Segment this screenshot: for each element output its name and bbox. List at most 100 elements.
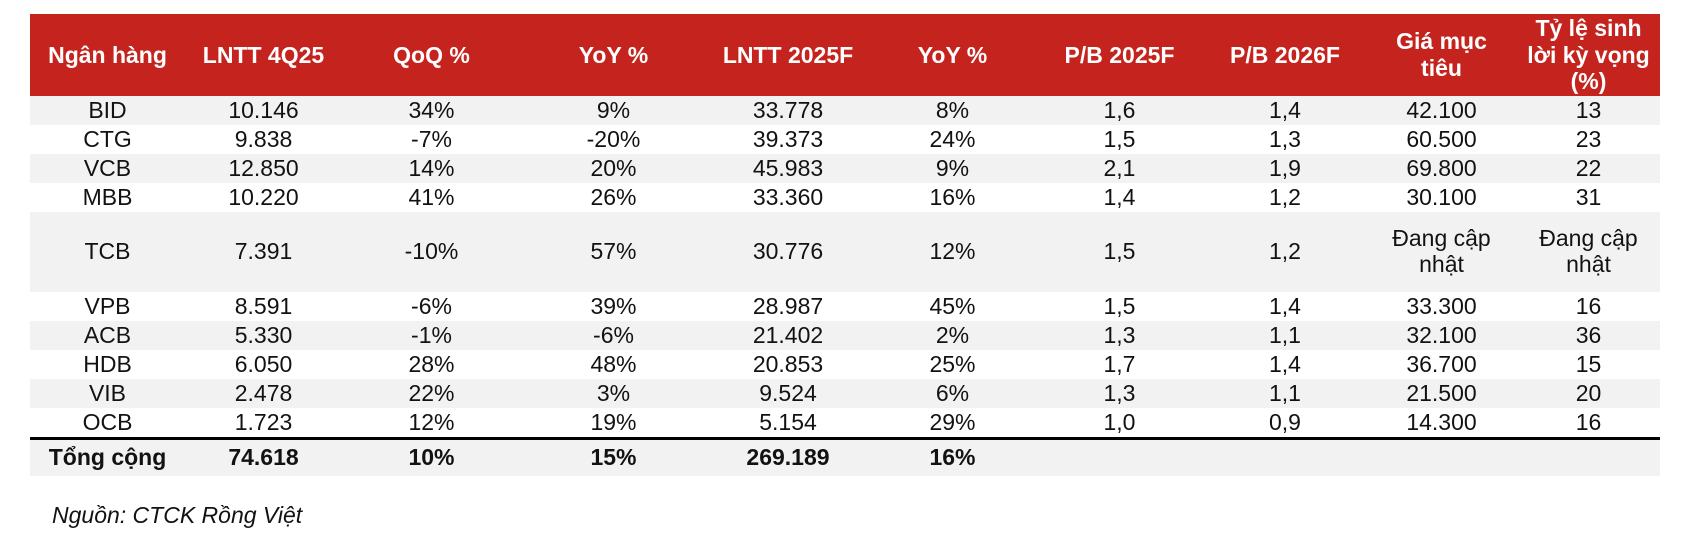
cell: 60.500 xyxy=(1406,125,1477,152)
cell: 1,3 xyxy=(1269,125,1301,152)
cell: HDB xyxy=(83,350,132,377)
table-row: CTG 9.838 -7% -20% 39.373 24% 1,5 1,3 60.500 23 xyxy=(30,125,1660,154)
cell: 10.220 xyxy=(228,183,299,210)
cell: 9% xyxy=(935,154,970,181)
cell: 1,4 xyxy=(1269,350,1301,377)
table-row: VPB 8.591 -6% 39% 28.987 45% 1,5 1,4 33.300 16 xyxy=(30,292,1660,321)
cell: 69.800 xyxy=(1406,154,1477,181)
table-footer: Tổng cộng 74.618 10% 15% 269.189 16% xyxy=(30,437,1660,476)
cell: 15 xyxy=(1575,350,1602,377)
cell: -10% xyxy=(404,238,459,265)
cell: 9.524 xyxy=(759,379,817,406)
total-row: Tổng cộng 74.618 10% 15% 269.189 16% xyxy=(30,437,1660,476)
cell: 6.050 xyxy=(234,350,293,377)
cell: 41% xyxy=(408,183,455,210)
cell: 57% xyxy=(590,238,637,265)
report-table-page: Ngân hàng LNTT 4Q25 QoQ % YoY % LNTT 2025F Yo… xyxy=(30,14,1660,528)
cell: 1,2 xyxy=(1269,183,1301,210)
cell: 6% xyxy=(935,379,970,406)
column-header: Tỷ lệ sinh lời kỳ vọng (%) xyxy=(1517,14,1660,96)
table-row: TCB 7.391 -10% 57% 30.776 12% 1,5 1,2 Đang cập n… xyxy=(30,212,1660,292)
cell: 16 xyxy=(1575,292,1602,319)
cell: CTG xyxy=(83,125,132,152)
column-header: YoY % xyxy=(521,14,706,96)
cell: 31 xyxy=(1575,183,1602,210)
column-header: YoY % xyxy=(870,14,1035,96)
total-cell: 16% xyxy=(870,437,1035,476)
cell: 1,4 xyxy=(1269,96,1301,123)
cell: 14% xyxy=(408,154,455,181)
column-header: QoQ % xyxy=(342,14,521,96)
table-row: VCB 12.850 14% 20% 45.983 9% 2,1 1,9 69.800 22 xyxy=(30,154,1660,183)
cell: VCB xyxy=(83,154,132,181)
cell: 19% xyxy=(590,408,637,435)
cell: 1,2 xyxy=(1269,238,1301,265)
cell: 1,5 xyxy=(1103,238,1136,265)
cell: 9% xyxy=(596,96,631,123)
cell: 14.300 xyxy=(1406,408,1477,435)
table-row: HDB 6.050 28% 48% 20.853 25% 1,7 1,4 36.700 15 xyxy=(30,350,1660,379)
column-header: LNTT 2025F xyxy=(706,14,870,96)
cell: 1,3 xyxy=(1103,321,1136,348)
cell: Đang cập nhật xyxy=(1539,225,1638,277)
cell: 30.100 xyxy=(1406,183,1477,210)
column-header: LNTT 4Q25 xyxy=(185,14,342,96)
cell: BID xyxy=(88,96,127,123)
total-cell: 15% xyxy=(521,437,706,476)
cell: 0,9 xyxy=(1269,408,1301,435)
cell: 1,1 xyxy=(1269,321,1301,348)
cell: -7% xyxy=(411,125,452,152)
cell: 25% xyxy=(929,350,976,377)
cell: 2.478 xyxy=(234,379,293,406)
total-cell: 74.618 xyxy=(185,437,342,476)
cell: 1,6 xyxy=(1103,96,1136,123)
bank-forecast-table: Ngân hàng LNTT 4Q25 QoQ % YoY % LNTT 2025F Yo… xyxy=(30,14,1660,476)
cell: 33.778 xyxy=(752,96,824,123)
cell: Đang cập nhật xyxy=(1392,225,1491,277)
cell: 1,5 xyxy=(1103,125,1136,152)
cell: 1,5 xyxy=(1103,292,1136,319)
cell: 24% xyxy=(929,125,976,152)
cell: 28% xyxy=(408,350,455,377)
cell: 10.146 xyxy=(228,96,299,123)
cell: 1,7 xyxy=(1103,350,1136,377)
cell: 13 xyxy=(1575,96,1602,123)
cell: 33.300 xyxy=(1406,292,1477,319)
cell: 36.700 xyxy=(1406,350,1477,377)
column-header: P/B 2025F xyxy=(1035,14,1204,96)
total-cell xyxy=(1204,437,1366,476)
cell: 1,9 xyxy=(1269,154,1301,181)
cell: -6% xyxy=(411,292,452,319)
cell: 23 xyxy=(1575,125,1602,152)
cell: 28.987 xyxy=(752,292,824,319)
column-header: Ngân hàng xyxy=(30,14,185,96)
total-cell xyxy=(1366,437,1517,476)
total-cell xyxy=(1517,437,1660,476)
cell: 22 xyxy=(1575,154,1602,181)
cell: 7.391 xyxy=(234,238,293,265)
cell: 45.983 xyxy=(752,154,824,181)
cell: 34% xyxy=(408,96,455,123)
cell: -6% xyxy=(593,321,634,348)
table-row: ACB 5.330 -1% -6% 21.402 2% 1,3 1,1 32.100 36 xyxy=(30,321,1660,350)
source-note: Nguồn: CTCK Rồng Việt xyxy=(52,502,303,528)
table-row: MBB 10.220 41% 26% 33.360 16% 1,4 1,2 30.100 31 xyxy=(30,183,1660,212)
cell: 16% xyxy=(929,183,976,210)
cell: 12.850 xyxy=(228,154,299,181)
cell: ACB xyxy=(83,321,132,348)
cell: 39% xyxy=(590,292,637,319)
cell: 42.100 xyxy=(1406,96,1477,123)
cell: 1,0 xyxy=(1103,408,1136,435)
table-row: VIB 2.478 22% 3% 9.524 6% 1,3 1,1 21.500 20 xyxy=(30,379,1660,408)
total-cell xyxy=(1035,437,1204,476)
cell: 39.373 xyxy=(752,125,824,152)
cell: 32.100 xyxy=(1406,321,1477,348)
column-header: P/B 2026F xyxy=(1204,14,1366,96)
cell: 22% xyxy=(408,379,455,406)
cell: 1.723 xyxy=(234,408,293,435)
column-header: Giá mục tiêu xyxy=(1366,14,1517,96)
cell: 12% xyxy=(929,238,976,265)
header-row: Ngân hàng LNTT 4Q25 QoQ % YoY % LNTT 2025F Yo… xyxy=(30,14,1660,96)
cell: 30.776 xyxy=(752,238,824,265)
cell: 16 xyxy=(1575,408,1602,435)
